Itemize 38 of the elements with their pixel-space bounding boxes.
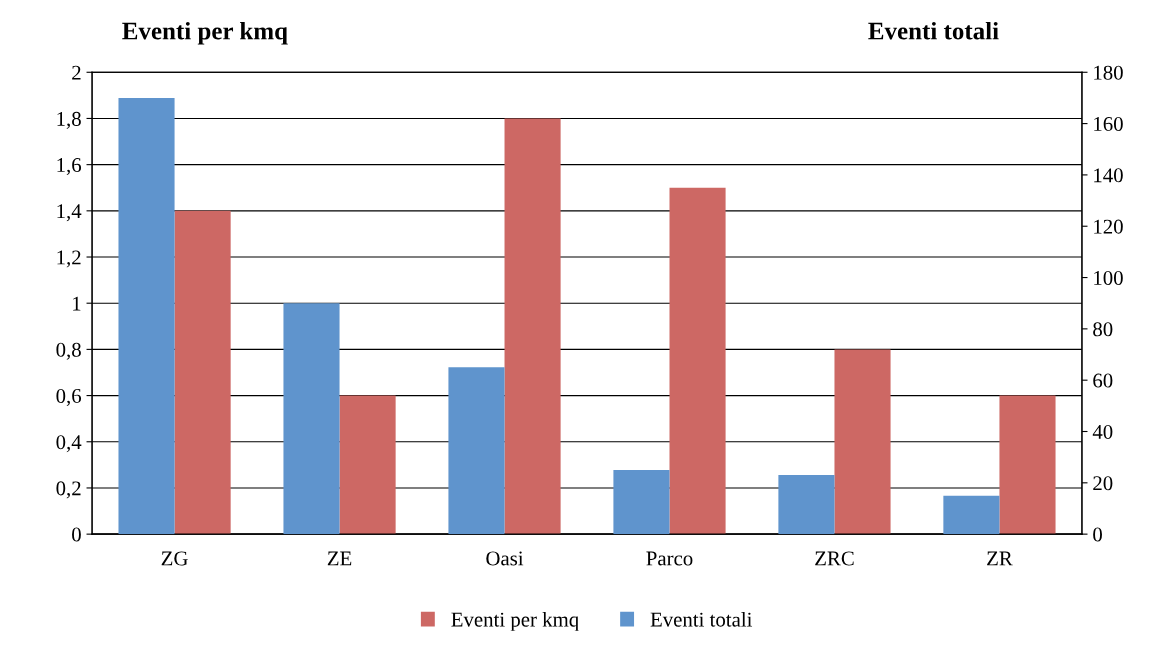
x-tick-label: ZG	[161, 551, 188, 566]
y2-tick-label: 160	[1094, 116, 1123, 132]
bar	[943, 495, 1000, 535]
y-tick-label: 1,4	[57, 204, 82, 222]
y-tick-label: 1	[73, 296, 81, 311]
y-tick-label: 1,6	[57, 158, 82, 176]
y-axis-title: Eventi per kmq	[122, 21, 288, 45]
y2-tick-label: 0	[1093, 527, 1102, 542]
x-tick-label: Parco	[646, 551, 693, 566]
y2-tick-label: 40	[1092, 424, 1113, 439]
y2-tick-label: 80	[1093, 322, 1113, 337]
bar	[999, 395, 1056, 535]
y2-axis-title: Eventi totali	[868, 21, 999, 40]
y-tick-label: 1,2	[57, 250, 81, 268]
y2-tick-label: 60	[1093, 373, 1113, 388]
x-tick-label: ZR	[987, 551, 1013, 566]
y2-tick-label: 20	[1093, 476, 1113, 491]
bar	[834, 349, 891, 535]
y-tick-label: 0,4	[56, 435, 82, 453]
x-tick-label: ZRC	[815, 551, 854, 566]
x-tick-label: Oasi	[486, 551, 524, 566]
y-tick-label: 0,6	[56, 388, 82, 407]
x-tick-label: ZE	[327, 551, 352, 566]
y-tick-label: 2	[72, 65, 81, 80]
legend-label: Eventi totali	[650, 611, 753, 627]
y2-tick-label: 140	[1094, 168, 1123, 183]
y2-tick-label: 120	[1094, 219, 1123, 234]
y2-tick-label: 100	[1094, 270, 1123, 285]
y-tick-label: 0,8	[56, 342, 81, 360]
bar	[613, 469, 670, 535]
y-tick-label: 1,8	[57, 111, 81, 129]
y-tick-label: 0,2	[56, 481, 81, 499]
y2-tick-label: 180	[1094, 65, 1123, 80]
y-tick-label: 0	[72, 527, 81, 542]
legend-label: Eventi per kmq	[451, 611, 579, 631]
bar	[778, 475, 835, 535]
bar	[669, 187, 726, 535]
bar	[504, 118, 561, 535]
